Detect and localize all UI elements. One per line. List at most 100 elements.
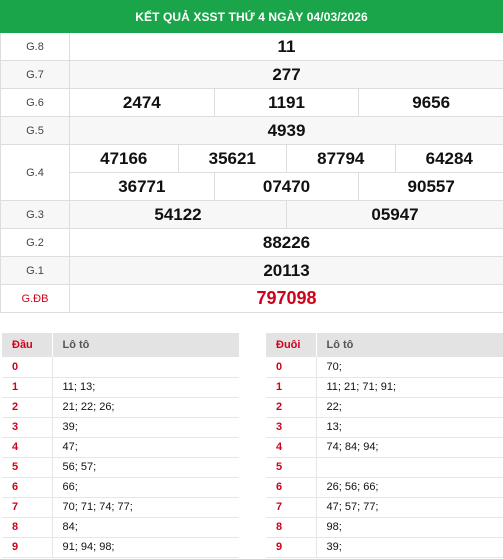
table-row: 0 [2, 357, 239, 378]
prize-row-g5: G.5 4939 [1, 117, 503, 145]
prize-row-g6: G.6 2474 1191 9656 [1, 89, 503, 117]
table-row: 8 98; [266, 517, 503, 538]
row-digit: 4 [266, 437, 316, 458]
row-digit: 5 [2, 457, 52, 478]
table-row: 4 74; 84; 94; [266, 437, 503, 458]
prize-row-g2: G.2 88226 [1, 229, 503, 257]
row-values: 21; 22; 26; [51, 397, 239, 418]
row-digit: 0 [266, 357, 316, 378]
prize-number: 2474 [122, 92, 161, 112]
row-values [315, 457, 503, 478]
prize-number: 9656 [358, 89, 503, 116]
special-prize-label: G.ĐB [1, 285, 70, 312]
head-column-header: Đầu [2, 333, 52, 357]
row-digit: 7 [266, 497, 316, 518]
prize-row-g8: G.8 11 [1, 33, 503, 61]
row-values: 13; [315, 417, 503, 438]
prize-number: 4939 [267, 120, 306, 140]
table-row: 9 91; 94; 98; [2, 537, 239, 558]
table-row: 7 47; 57; 77; [266, 497, 503, 518]
table-row: 1 11; 21; 71; 91; [266, 377, 503, 398]
row-digit: 0 [2, 357, 52, 378]
table-row: 9 39; [266, 537, 503, 558]
prize-number: 47166 [100, 148, 148, 168]
row-values: 74; 84; 94; [315, 437, 503, 458]
prize-number: 277 [272, 64, 301, 84]
results-title: KẾT QUẢ XSST THỨ 4 NGÀY 04/03/2026 [0, 0, 503, 33]
row-values: 70; [315, 357, 503, 378]
prize-label: G.3 [1, 201, 70, 228]
row-values: 11; 21; 71; 91; [315, 377, 503, 398]
table-row: 6 66; [2, 477, 239, 498]
row-values: 98; [315, 517, 503, 538]
row-values: 39; [51, 417, 239, 438]
row-values [51, 357, 239, 378]
row-values: 26; 56; 66; [315, 477, 503, 498]
row-digit: 6 [2, 477, 52, 498]
prize-number: 90557 [358, 173, 503, 200]
prize-number: 64284 [394, 145, 503, 172]
prize-row-g3: G.3 54122 05947 [1, 201, 503, 229]
prize-label: G.5 [1, 117, 70, 144]
table-row: 3 13; [266, 417, 503, 438]
prize-table: G.8 11 G.7 277 G.6 2474 1191 9656 G.5 49… [0, 33, 503, 313]
prize-number: 05947 [286, 201, 503, 228]
row-values: 84; [51, 517, 239, 538]
table-row: 7 70; 71; 74; 77; [2, 497, 239, 518]
row-digit: 1 [266, 377, 316, 398]
row-digit: 8 [266, 517, 316, 538]
head-loto-table: Đầu Lô tô 0 1 11; 13; 2 21; 22; 26; 3 39; 4… [2, 333, 239, 558]
row-digit: 3 [2, 417, 52, 438]
row-digit: 9 [2, 537, 52, 558]
prize-number: 1191 [213, 89, 359, 116]
row-values: 47; 57; 77; [315, 497, 503, 518]
row-digit: 8 [2, 517, 52, 538]
table-row: 4 47; [2, 437, 239, 458]
table-row: 2 21; 22; 26; [2, 397, 239, 418]
loto-column-header: Lô tô [315, 333, 503, 357]
prize-number: 07470 [213, 173, 359, 200]
prize-number: 88226 [262, 232, 311, 252]
prize-label: G.4 [1, 145, 70, 200]
row-values: 70; 71; 74; 77; [51, 497, 239, 518]
table-row: 2 22; [266, 397, 503, 418]
prize-number: 20113 [263, 260, 310, 280]
row-values: 47; [51, 437, 239, 458]
row-values: 56; 57; [51, 457, 239, 478]
prize-number: 54122 [154, 204, 202, 224]
row-digit: 6 [266, 477, 316, 498]
table-row: 6 26; 56; 66; [266, 477, 503, 498]
prize-number: 36771 [118, 176, 166, 196]
table-row: 5 [266, 457, 503, 478]
row-values: 22; [315, 397, 503, 418]
prize-number: 35621 [177, 145, 287, 172]
table-row: 5 56; 57; [2, 457, 239, 478]
row-digit: 5 [266, 457, 316, 478]
table-row: 8 84; [2, 517, 239, 538]
prize-row-g1: G.1 20113 [1, 257, 503, 285]
loto-column-header: Lô tô [51, 333, 239, 357]
row-digit: 3 [266, 417, 316, 438]
prize-label: G.1 [1, 257, 70, 284]
prize-row-g4: G.4 47166 35621 87794 64284 36771 07470 … [1, 145, 503, 201]
prize-label: G.2 [1, 229, 70, 256]
row-values: 91; 94; 98; [51, 537, 239, 558]
prize-label: G.8 [1, 33, 70, 60]
row-digit: 2 [2, 397, 52, 418]
row-digit: 2 [266, 397, 316, 418]
table-row: 3 39; [2, 417, 239, 438]
prize-row-special: G.ĐB 797098 [1, 285, 503, 313]
row-digit: 4 [2, 437, 52, 458]
prize-number: 87794 [286, 145, 395, 172]
row-values: 11; 13; [51, 377, 239, 398]
row-values: 39; [315, 537, 503, 558]
row-digit: 9 [266, 537, 316, 558]
tail-column-header: Đuôi [266, 333, 316, 357]
prize-label: G.7 [1, 61, 70, 88]
table-row: 0 70; [266, 357, 503, 378]
row-digit: 7 [2, 497, 52, 518]
row-digit: 1 [2, 377, 52, 398]
prize-row-g7: G.7 277 [1, 61, 503, 89]
table-row: 1 11; 13; [2, 377, 239, 398]
